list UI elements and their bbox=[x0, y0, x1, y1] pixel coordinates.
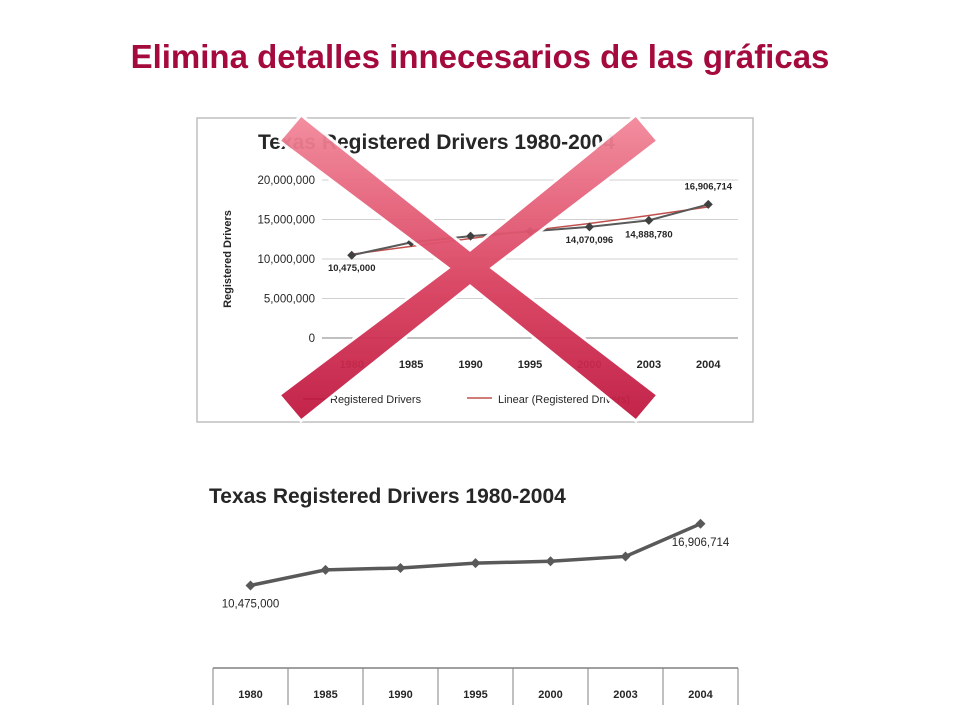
x-tick-label: 2003 bbox=[613, 689, 637, 701]
top-chart-legend: Registered Drivers Linear (Registered Dr… bbox=[303, 394, 630, 406]
series-line bbox=[250, 522, 702, 588]
x-tick-label: 2000 bbox=[538, 689, 562, 701]
data-point bbox=[245, 580, 256, 591]
data-label: 14,070,096 bbox=[566, 235, 614, 246]
bottom-chart-x-ticks: 1980 1985 1990 1995 2000 2003 2004 bbox=[212, 668, 739, 705]
data-point bbox=[320, 564, 331, 575]
data-label: 16,906,714 bbox=[685, 181, 733, 192]
x-tick-label: 2004 bbox=[688, 689, 713, 701]
top-chart-ylabel: Registered Drivers bbox=[222, 210, 234, 308]
data-label: 16,906,714 bbox=[672, 537, 730, 549]
x-tick-label: 1990 bbox=[388, 689, 412, 701]
top-chart-data-labels: 10,475,000 14,070,096 14,888,780 16,906,714 bbox=[328, 181, 733, 274]
cross-out-mark bbox=[276, 112, 661, 424]
y-tick-label: 20,000,000 bbox=[257, 175, 315, 187]
y-tick-label: 10,000,000 bbox=[257, 254, 315, 266]
bottom-chart-data-labels: 10,475,000 16,906,714 bbox=[222, 537, 730, 611]
x-tick-label: 1990 bbox=[458, 359, 482, 371]
data-point bbox=[695, 518, 706, 529]
y-tick-label: 5,000,000 bbox=[264, 294, 315, 306]
top-chart-title: Texas Registered Drivers 1980-2004 bbox=[258, 131, 615, 154]
x-tick-label: 1995 bbox=[463, 689, 487, 701]
y-tick-label: 0 bbox=[309, 333, 315, 345]
x-tick-label: 1980 bbox=[238, 689, 262, 701]
data-point bbox=[395, 562, 406, 573]
y-tick-label: 15,000,000 bbox=[257, 215, 315, 227]
x-tick-label: 1985 bbox=[399, 359, 423, 371]
data-label: 10,475,000 bbox=[222, 598, 280, 610]
x-tick-label: 1985 bbox=[313, 689, 337, 701]
bottom-chart-series bbox=[245, 518, 706, 591]
data-point bbox=[545, 556, 556, 567]
data-point bbox=[347, 250, 357, 260]
x-tick-label: 1995 bbox=[518, 359, 542, 371]
x-tick-label: 2004 bbox=[696, 359, 721, 371]
data-point bbox=[644, 215, 654, 225]
data-label: 10,475,000 bbox=[328, 263, 376, 274]
bottom-chart: Texas Registered Drivers 1980-2004 1980 1… bbox=[209, 485, 739, 705]
bottom-chart-title: Texas Registered Drivers 1980-2004 bbox=[209, 485, 566, 508]
data-point bbox=[584, 222, 594, 232]
top-chart-y-ticks: 20,000,000 15,000,000 10,000,000 5,000,000 0 bbox=[257, 175, 315, 345]
data-point bbox=[703, 199, 713, 209]
x-tick-label: 2003 bbox=[637, 359, 661, 371]
slide-title: Elimina detalles innecesarios de las grá… bbox=[130, 38, 830, 75]
data-point bbox=[470, 558, 481, 569]
data-point bbox=[466, 231, 476, 241]
data-point bbox=[620, 551, 631, 562]
data-label: 14,888,780 bbox=[625, 229, 673, 240]
legend-series-label: Registered Drivers bbox=[330, 394, 422, 406]
legend-trend-label: Linear (Registered Drivers) bbox=[498, 394, 630, 406]
